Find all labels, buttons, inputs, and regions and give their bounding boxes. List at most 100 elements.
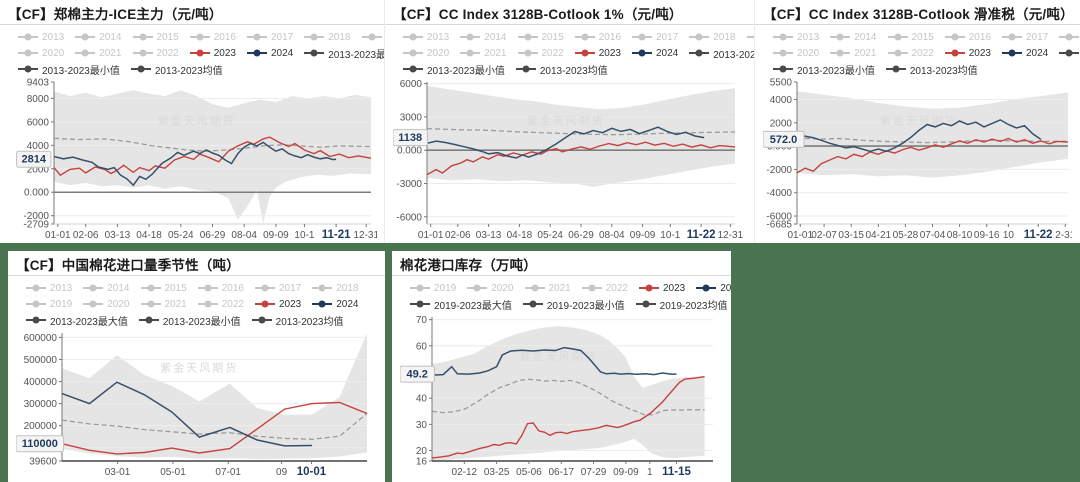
y-tick-label: 60 <box>416 341 428 352</box>
legend-item-2015[interactable]: 2015 <box>132 32 179 43</box>
x-tick-label: 02-06 <box>445 230 471 241</box>
legend-marker-icon <box>75 36 96 38</box>
legend-item-2014[interactable]: 2014 <box>75 32 122 43</box>
legend-item-2022[interactable]: 2022 <box>887 48 934 59</box>
legend-item-2022[interactable]: 2022 <box>132 48 179 59</box>
legend-item-2019[interactable]: 2019 <box>410 283 456 294</box>
legend-item-2020[interactable]: 2020 <box>773 48 819 59</box>
legend-marker-icon <box>773 68 793 70</box>
legend-item-2023[interactable]: 2023 <box>944 48 991 59</box>
legend-item-2013-2023最大值[interactable]: 2013-2023最大值 <box>689 46 754 61</box>
x-tick-label: 11-15 <box>662 466 691 478</box>
series-2024-line <box>53 141 337 187</box>
legend-marker-icon <box>515 68 536 70</box>
legend-item-2019-2023最大值[interactable]: 2019-2023最大值 <box>410 297 512 312</box>
legend: 2013 2014 2015 2016 2017 2018 2019 2020 2021 2022… <box>393 28 754 77</box>
legend-item-2013-2023均值[interactable]: 2013-2023均值 <box>130 62 223 77</box>
legend-item-2016[interactable]: 2016 <box>944 32 991 43</box>
legend-item-2013-2023最大值[interactable]: 2013-2023最大值 <box>304 46 384 61</box>
legend-item-2017[interactable]: 2017 <box>632 32 678 43</box>
legend-item-2018[interactable]: 2018 <box>1059 32 1080 43</box>
legend-item-2015[interactable]: 2015 <box>517 32 564 43</box>
x-tick-label: 02-12 <box>452 467 478 478</box>
y-tick-label: 200000 <box>24 421 58 432</box>
legend-item-2017[interactable]: 2017 <box>255 283 301 294</box>
series-2024-line <box>796 119 1042 153</box>
legend-item-2021[interactable]: 2021 <box>830 48 877 59</box>
mean-line <box>61 412 368 440</box>
legend-item-2013[interactable]: 2013 <box>403 32 449 43</box>
legend-label: 2013 <box>42 31 65 43</box>
legend-label: 2013-2023最大值 <box>328 49 384 61</box>
legend-item-2023[interactable]: 2023 <box>189 48 236 59</box>
legend-item-2020[interactable]: 2020 <box>467 283 514 294</box>
legend-item-2024[interactable]: 2024 <box>632 48 678 59</box>
legend-item-2019[interactable]: 2019 <box>26 299 72 310</box>
chart-plot: 6000005000004000003000002000001000003960… <box>15 329 377 482</box>
legend-item-2022[interactable]: 2022 <box>517 48 564 59</box>
legend-item-2013-2023最小值[interactable]: 2013-2023最小值 <box>403 62 505 77</box>
legend-item-2014[interactable]: 2014 <box>460 32 507 43</box>
legend-item-2016[interactable]: 2016 <box>574 32 621 43</box>
legend-marker-icon <box>410 287 430 289</box>
legend-item-2021[interactable]: 2021 <box>460 48 507 59</box>
legend-item-2021[interactable]: 2021 <box>140 299 187 310</box>
legend-item-2015[interactable]: 2015 <box>887 32 934 43</box>
legend-marker-icon <box>830 52 851 54</box>
legend-label: 2013-2023均值 <box>154 65 223 77</box>
legend-label: 2018 <box>713 31 736 43</box>
y-tick-label: 39600 <box>29 457 57 468</box>
legend-item-2024[interactable]: 2024 <box>247 48 293 59</box>
legend-item-2022[interactable]: 2022 <box>581 283 628 294</box>
legend-item-2013-2023最小值[interactable]: 2013-2023最小值 <box>138 313 241 328</box>
y-tick-label: 30 <box>416 420 428 431</box>
legend-item-2013-2023最大值[interactable]: 2013-2023最大值 <box>1059 46 1080 61</box>
legend-item-2015[interactable]: 2015 <box>140 283 187 294</box>
legend-item-2017[interactable]: 2017 <box>1002 32 1048 43</box>
legend-item-2021[interactable]: 2021 <box>75 48 122 59</box>
legend-item-2013-2023均值[interactable]: 2013-2023均值 <box>885 62 978 77</box>
legend-item-2013[interactable]: 2013 <box>26 283 72 294</box>
legend-item-2013-2023均值[interactable]: 2013-2023均值 <box>515 62 608 77</box>
legend-item-2018[interactable]: 2018 <box>304 32 351 43</box>
legend-item-2024[interactable]: 2024 <box>696 283 731 294</box>
legend-item-2016[interactable]: 2016 <box>189 32 236 43</box>
legend-item-2013-2023最小值[interactable]: 2013-2023最小值 <box>773 62 875 77</box>
legend-item-2020[interactable]: 2020 <box>83 299 130 310</box>
legend-item-2023[interactable]: 2023 <box>639 283 685 294</box>
legend-item-2013-2023最大值[interactable]: 2013-2023最大值 <box>26 313 128 328</box>
legend-item-2016[interactable]: 2016 <box>197 283 244 294</box>
legend-item-2013[interactable]: 2013 <box>773 32 819 43</box>
legend-item-2014[interactable]: 2014 <box>830 32 877 43</box>
legend-item-2019[interactable]: 2019 <box>746 32 754 43</box>
legend-item-2023[interactable]: 2023 <box>255 299 301 310</box>
legend-item-2013-2023最小值[interactable]: 2013-2023最小值 <box>18 62 120 77</box>
legend-marker-icon <box>1002 52 1022 54</box>
series-2023-line <box>53 136 372 177</box>
legend-item-2021[interactable]: 2021 <box>524 283 571 294</box>
legend-item-2022[interactable]: 2022 <box>197 299 244 310</box>
legend-item-2020[interactable]: 2020 <box>18 48 64 59</box>
latest-value-box <box>15 435 65 453</box>
legend-marker-icon <box>189 52 210 54</box>
legend-item-2018[interactable]: 2018 <box>689 31 736 43</box>
legend-item-2019[interactable]: 2019 <box>361 32 385 43</box>
legend-label: 2023 <box>598 47 621 59</box>
legend-item-2019-2023最小值[interactable]: 2019-2023最小值 <box>522 297 625 312</box>
legend-item-2018[interactable]: 2018 <box>312 283 359 294</box>
legend-label: 2024 <box>271 47 294 59</box>
legend-item-2023[interactable]: 2023 <box>574 47 621 59</box>
legend-item-2024[interactable]: 2024 <box>1002 48 1048 59</box>
legend-label: 2013-2023均值 <box>275 316 344 328</box>
legend-marker-icon <box>410 303 430 305</box>
title-divider <box>755 24 1080 25</box>
legend-item-2013[interactable]: 2013 <box>18 32 64 43</box>
legend-item-2019-2023均值[interactable]: 2019-2023均值 <box>635 297 727 312</box>
legend-item-2014[interactable]: 2014 <box>83 283 130 294</box>
legend-item-2020[interactable]: 2020 <box>403 48 449 59</box>
legend-item-2017[interactable]: 2017 <box>247 32 293 43</box>
chart-title: 【CF】郑棉主力-ICE主力（元/吨） <box>8 7 223 22</box>
legend-item-2024[interactable]: 2024 <box>312 299 359 310</box>
y-tick-label: 9403 <box>27 78 50 89</box>
legend-item-2013-2023均值[interactable]: 2013-2023均值 <box>251 313 344 328</box>
